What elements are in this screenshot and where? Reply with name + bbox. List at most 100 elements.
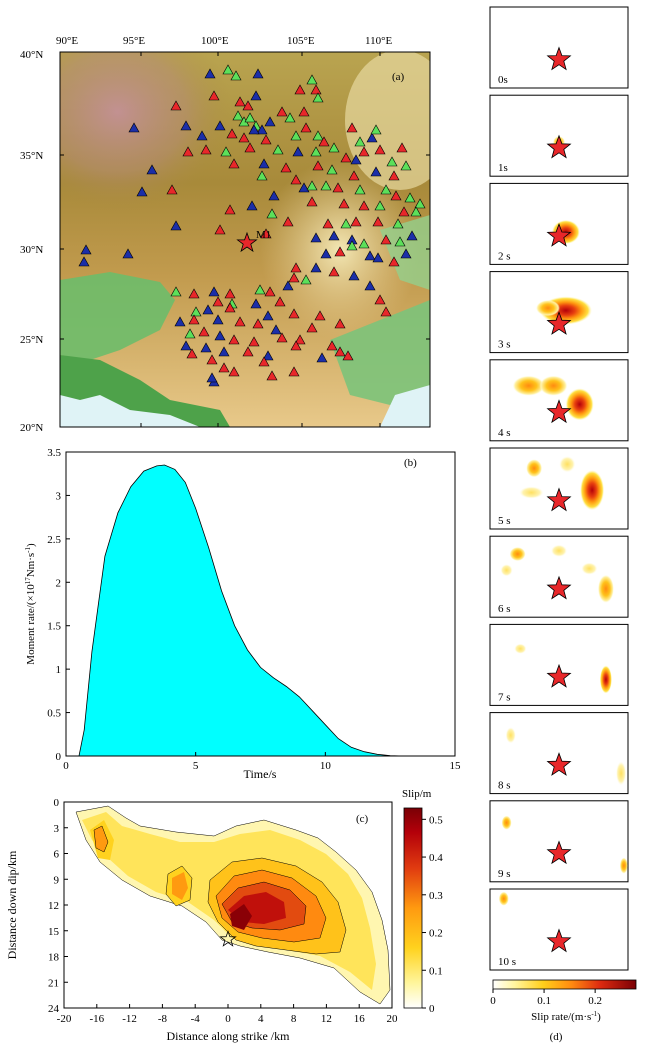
station-triangle <box>358 146 370 157</box>
snapshot-frame: 7 s <box>489 623 629 706</box>
snapshot-time-label: 2 s <box>498 250 511 262</box>
c-y-tick-label: 0 <box>54 797 60 809</box>
station-triangle <box>250 90 262 101</box>
station-triangle <box>338 198 350 209</box>
station-triangle <box>364 280 376 291</box>
station-triangle <box>228 366 240 377</box>
station-triangle <box>262 310 274 321</box>
station-triangle <box>234 316 246 327</box>
station-triangle <box>346 122 358 133</box>
station-triangle <box>220 146 232 157</box>
station-triangle <box>290 262 302 273</box>
lon-tick-marks <box>140 52 381 427</box>
station-triangle <box>284 112 296 123</box>
station-triangle <box>212 296 224 307</box>
c-x-tick-label: -8 <box>158 1013 168 1025</box>
lon-tick: 90°E <box>56 35 78 47</box>
snapshot-time-label: 7 s <box>498 691 511 703</box>
b-y-tick-label: 0 <box>56 751 62 763</box>
station-triangle <box>294 84 306 95</box>
station-triangle <box>394 236 406 247</box>
hypocenter-star-icon <box>219 930 237 947</box>
slip-rate-patch <box>559 456 576 473</box>
station-triangle <box>380 234 392 245</box>
snapshot-frame: 1s <box>489 94 629 177</box>
c-y-tick-label: 15 <box>48 926 60 938</box>
station-triangle <box>204 68 216 79</box>
snapshot-time-label: 0s <box>498 74 508 86</box>
station-triangle <box>326 164 338 175</box>
station-triangle <box>234 96 246 107</box>
station-triangle <box>380 184 392 195</box>
station-triangle <box>350 216 362 227</box>
station-triangle <box>300 274 312 285</box>
hypocenter-star-icon <box>546 46 572 71</box>
station-triangle <box>184 328 196 339</box>
station-triangle <box>326 340 338 351</box>
station-triangle <box>214 120 226 131</box>
station-triangle <box>374 200 386 211</box>
station-triangle <box>298 106 310 117</box>
station-triangle <box>392 218 404 229</box>
station-triangle <box>290 174 302 185</box>
station-triangle <box>270 324 282 335</box>
station-triangle <box>256 124 268 135</box>
lon-tick: 110°E <box>365 35 392 47</box>
c-x-tick-label: -16 <box>89 1013 104 1025</box>
station-triangle <box>200 342 212 353</box>
slip-colorbar-tick-label: 0.1 <box>429 965 443 977</box>
slip-patch-west <box>93 825 109 853</box>
b-y-tick-label: 3 <box>56 490 62 502</box>
slip-rate-colorbar-title: Slip rate/(m·s-1) <box>531 1010 601 1023</box>
station-triangle <box>268 190 280 201</box>
station-triangle <box>166 184 178 195</box>
panel-b-moment-rate: 0 5 10 15 0 0.5 1 1.5 2 2.5 3 3.5 (b) Time/s Momen… <box>24 447 461 781</box>
station-triangle <box>314 310 326 321</box>
station-triangle <box>280 162 292 173</box>
station-triangle <box>258 158 270 169</box>
station-triangle <box>388 256 400 267</box>
hypocenter-star-icon <box>546 928 572 953</box>
station-triangle <box>342 350 354 361</box>
station-triangle <box>288 366 300 377</box>
station-triangle <box>374 294 386 305</box>
station-triangle <box>188 288 200 299</box>
station-triangle <box>358 200 370 211</box>
station-triangle <box>276 332 288 343</box>
station-triangle <box>318 136 330 147</box>
c-y-tick-label: 18 <box>48 952 60 964</box>
station-triangle <box>388 170 400 181</box>
map-sea-east <box>380 385 430 427</box>
lon-tick: 100°E <box>201 35 229 47</box>
station-triangle <box>264 116 276 127</box>
panel-d-colorbar: 0 0.1 0.2 Slip rate/(m·s-1) (d) <box>490 979 637 1043</box>
station-triangle <box>306 180 318 191</box>
slip-rate-patch <box>509 547 526 562</box>
c-y-tick-label: 6 <box>54 849 60 861</box>
hypocenter-star-icon <box>546 311 572 335</box>
slip-rate-patch <box>501 815 512 830</box>
hypocenter-star-icon <box>546 399 572 424</box>
station-triangle <box>196 130 208 141</box>
snapshot-frame: 9 s <box>489 800 629 883</box>
hypocenter-star-icon <box>546 752 572 776</box>
station-triangle <box>400 248 412 259</box>
panel-a-label: (a) <box>392 71 405 83</box>
slip-colorbar-tick-label: 0.4 <box>429 852 443 864</box>
station-triangle <box>212 314 224 325</box>
station-triangle <box>218 346 230 357</box>
b-x-tick-label: 15 <box>450 760 462 772</box>
b-y-tick-label: 3.5 <box>47 447 61 459</box>
snapshot-time-label: 4 s <box>498 427 511 439</box>
station-triangle <box>372 252 384 263</box>
station-triangle <box>310 262 322 273</box>
station-triangle <box>398 206 410 217</box>
station-triangle <box>214 330 226 341</box>
station-triangle <box>346 240 358 251</box>
station-triangle <box>400 160 412 171</box>
b-x-tick-label: 0 <box>63 760 69 772</box>
station-triangle <box>206 354 218 365</box>
c-x-tick-label: -4 <box>191 1013 201 1025</box>
station-triangle <box>334 246 346 257</box>
station-triangle <box>248 124 260 135</box>
